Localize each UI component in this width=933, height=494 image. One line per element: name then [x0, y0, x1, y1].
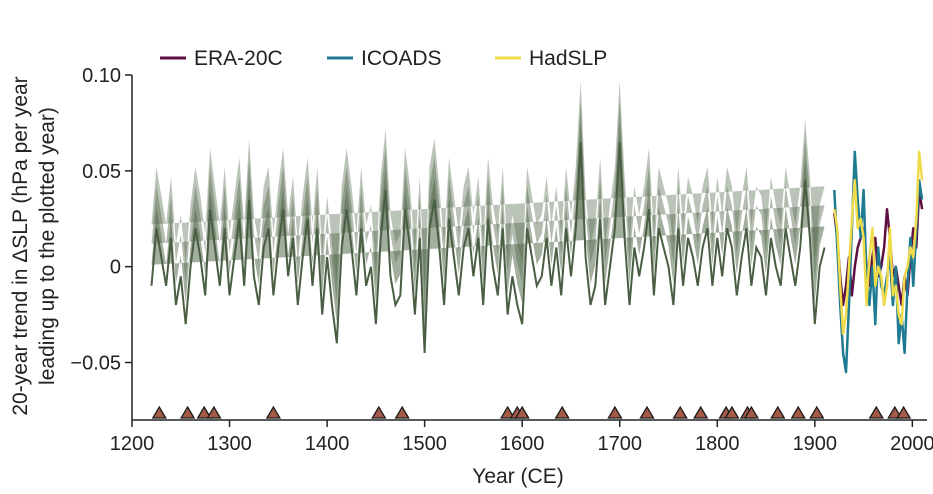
- event-marker: [607, 405, 623, 419]
- event-marker: [770, 405, 786, 419]
- x-tick-label: 1600: [500, 433, 545, 455]
- event-marker: [179, 405, 196, 419]
- legend-label-icoads: ICOADS: [361, 47, 442, 70]
- event-marker: [743, 405, 760, 419]
- event-marker: [499, 405, 516, 419]
- event-marker: [394, 405, 410, 419]
- y-tick-label: 0: [110, 257, 121, 279]
- legend-label-era-20c: ERA-20C: [194, 47, 283, 70]
- event-marker: [554, 405, 570, 419]
- event-marker: [514, 405, 530, 419]
- event-marker: [672, 405, 688, 419]
- x-tick-label: 2000: [890, 433, 933, 455]
- ensemble-median-line: [150, 142, 826, 353]
- event-marker: [693, 405, 709, 419]
- y-tick-label: −0.05: [70, 353, 121, 375]
- y-tick-label: 0.10: [82, 65, 121, 87]
- y-axis-title-line2: leading up to the plotted year): [36, 107, 59, 385]
- event-markers: [151, 405, 912, 419]
- event-marker: [265, 405, 282, 419]
- event-marker: [371, 405, 387, 419]
- event-marker: [809, 405, 825, 419]
- event-marker: [790, 405, 806, 419]
- event-marker: [639, 405, 655, 419]
- series-layer: [833, 150, 924, 374]
- ensemble-band-outer: [151, 80, 825, 292]
- ensemble-band-layer: [150, 80, 826, 353]
- y-axis-title: 20-year trend in ΔSLP (hPa per year lead…: [9, 76, 59, 415]
- x-tick-label: 1700: [597, 433, 642, 455]
- x-axis-title: Year (CE): [472, 465, 563, 488]
- event-marker: [868, 405, 884, 419]
- legend-label-hadslp: HadSLP: [529, 47, 607, 70]
- y-tick-label: 0.05: [82, 161, 121, 183]
- y-axis-title-line1: 20-year trend in ΔSLP (hPa per year: [9, 76, 32, 415]
- series-line-icoads: [833, 150, 924, 374]
- x-tick-label: 1800: [695, 433, 740, 455]
- event-marker: [895, 405, 912, 419]
- event-marker: [196, 405, 212, 419]
- x-tick-label: 1900: [793, 433, 838, 455]
- axes: −0.05 0 0.05 0.10 1200 1300 1400 1500 1600 1700 18…: [70, 65, 933, 455]
- x-tick-label: 1200: [110, 433, 155, 455]
- series-line-hadslp: [833, 150, 924, 336]
- x-tick-label: 1500: [402, 433, 447, 455]
- legend: ERA-20C ICOADS HadSLP: [160, 47, 607, 70]
- x-tick-label: 1400: [305, 433, 350, 455]
- x-tick-label: 1300: [207, 433, 252, 455]
- event-marker: [151, 405, 167, 419]
- event-marker: [206, 405, 222, 419]
- event-marker: [724, 405, 740, 419]
